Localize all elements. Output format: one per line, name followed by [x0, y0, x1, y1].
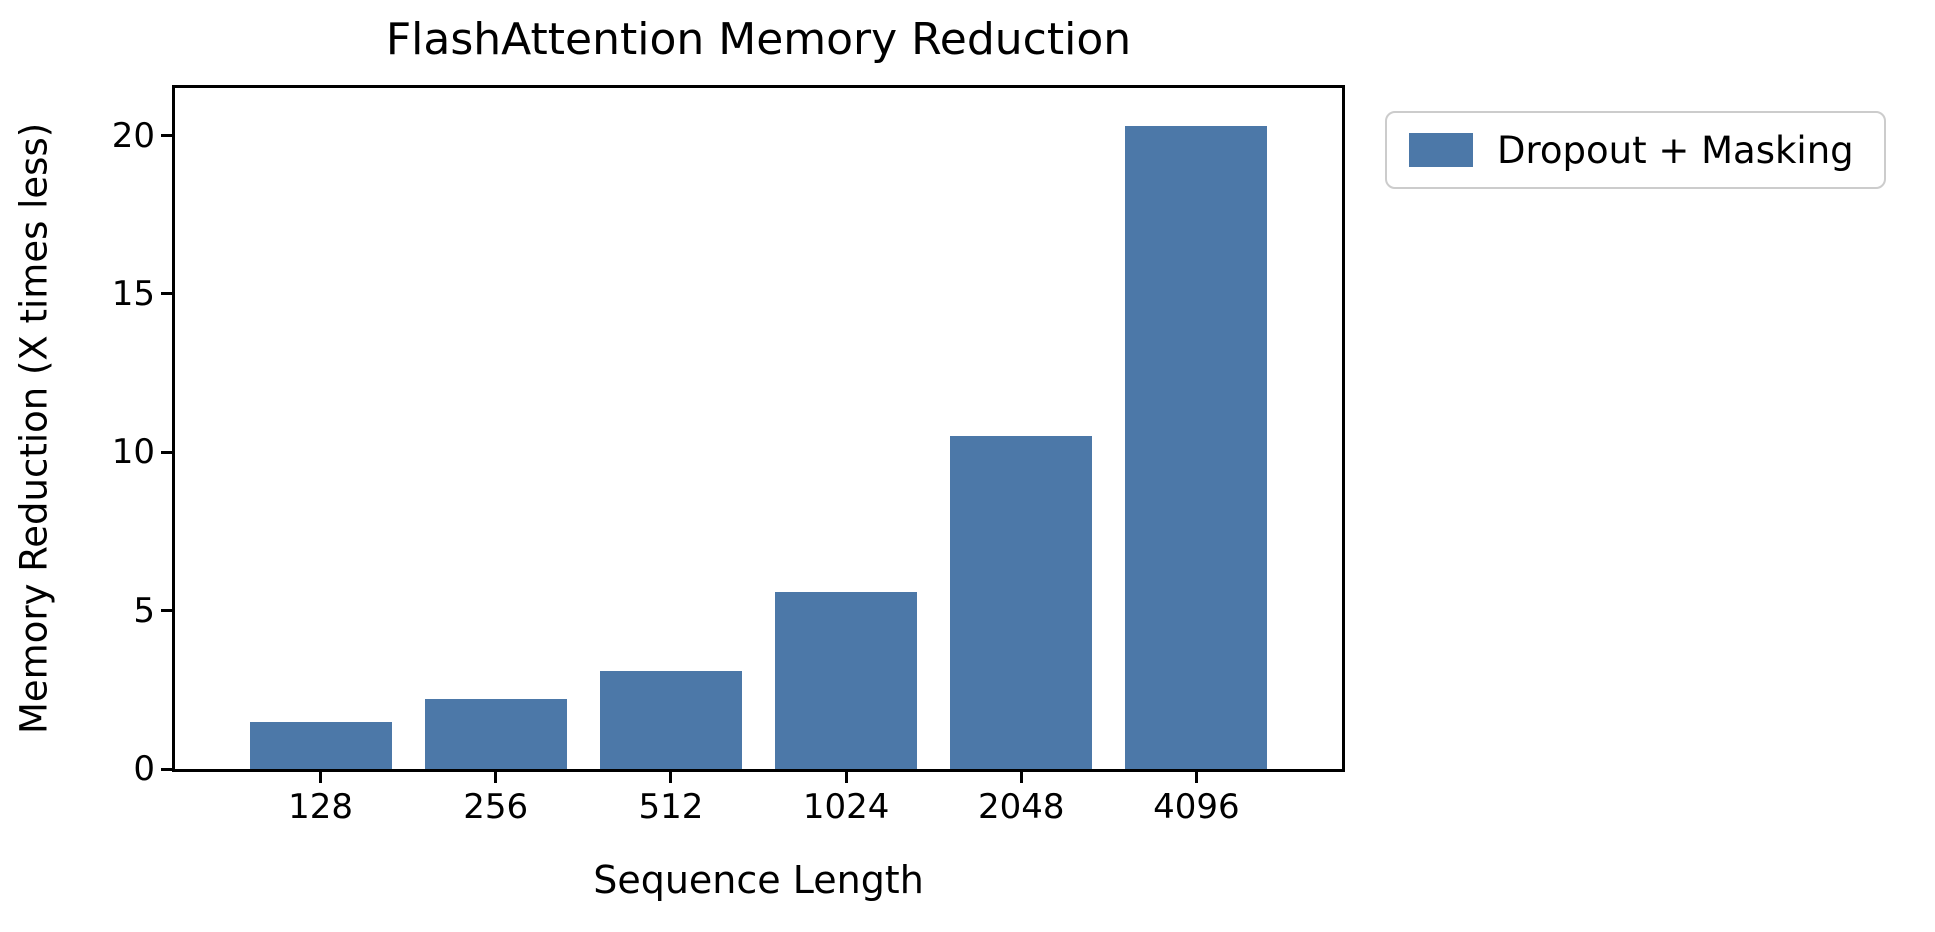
chart-title: FlashAttention Memory Reduction [385, 14, 1132, 65]
y-tick-label-0: 0 [133, 749, 155, 789]
x-tick-label-1024: 1024 [802, 787, 890, 827]
x-tick-label-128: 128 [288, 787, 354, 827]
y-tick-mark [161, 767, 172, 771]
legend-label: Dropout + Masking [1497, 128, 1854, 172]
x-tick-mark [1019, 772, 1023, 783]
x-tick-label-4096: 4096 [1153, 787, 1240, 827]
y-tick-mark [161, 292, 172, 296]
legend-swatch [1409, 133, 1473, 167]
y-tick-mark [161, 450, 172, 454]
x-tick-mark [1194, 772, 1198, 783]
x-tick-mark [669, 772, 673, 783]
x-tick-label-256: 256 [463, 787, 529, 827]
bar-4096 [1125, 126, 1268, 769]
y-tick-label-15: 15 [111, 273, 155, 314]
x-tick-mark [844, 772, 848, 783]
x-tick-mark [494, 772, 498, 783]
y-tick-mark [161, 609, 172, 613]
bar-256 [424, 699, 567, 769]
x-tick-label-2048: 2048 [977, 787, 1065, 827]
bar-128 [249, 721, 392, 769]
x-tick-mark [319, 772, 323, 783]
x-tick-label-512: 512 [638, 787, 704, 827]
y-tick-label-5: 5 [133, 590, 155, 631]
y-tick-mark [161, 134, 172, 137]
y-tick-label-10: 10 [111, 432, 155, 473]
y-axis-label: Memory Reduction (X times less) [12, 122, 56, 735]
bar-512 [599, 670, 742, 769]
bar-2048 [950, 436, 1093, 769]
bar-1024 [775, 591, 918, 769]
x-axis-label: Sequence Length [593, 858, 924, 902]
plot-area: 128 256 512 1024 2048 4096 0 5 10 15 20 [112, 85, 1345, 827]
legend: Dropout + Masking [1385, 111, 1886, 189]
y-tick-label-20: 20 [111, 115, 155, 156]
